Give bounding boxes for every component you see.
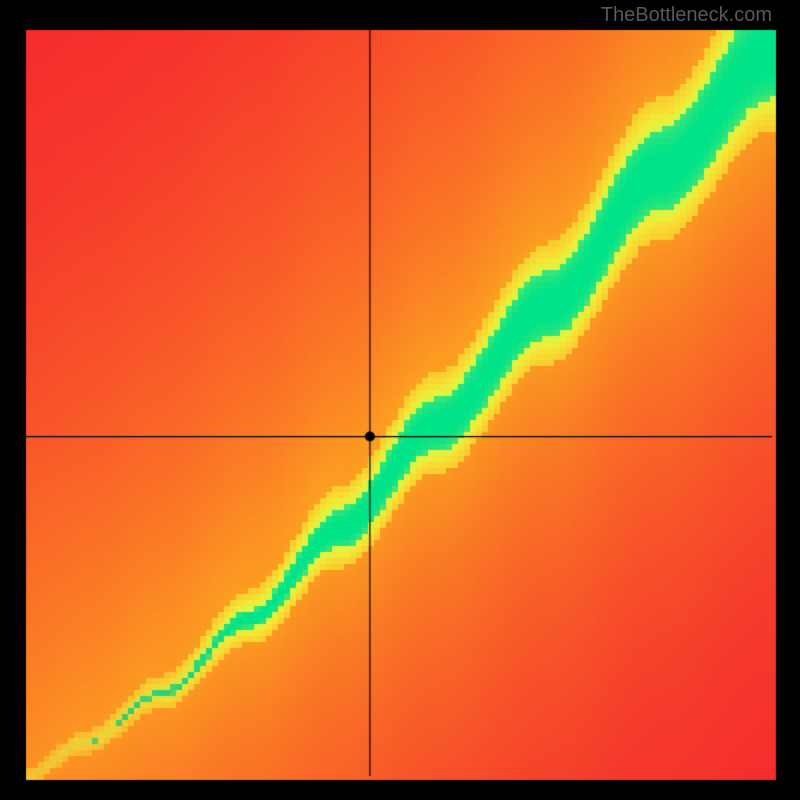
watermark-text: TheBottleneck.com <box>601 4 772 27</box>
bottleneck-heatmap <box>0 0 800 800</box>
